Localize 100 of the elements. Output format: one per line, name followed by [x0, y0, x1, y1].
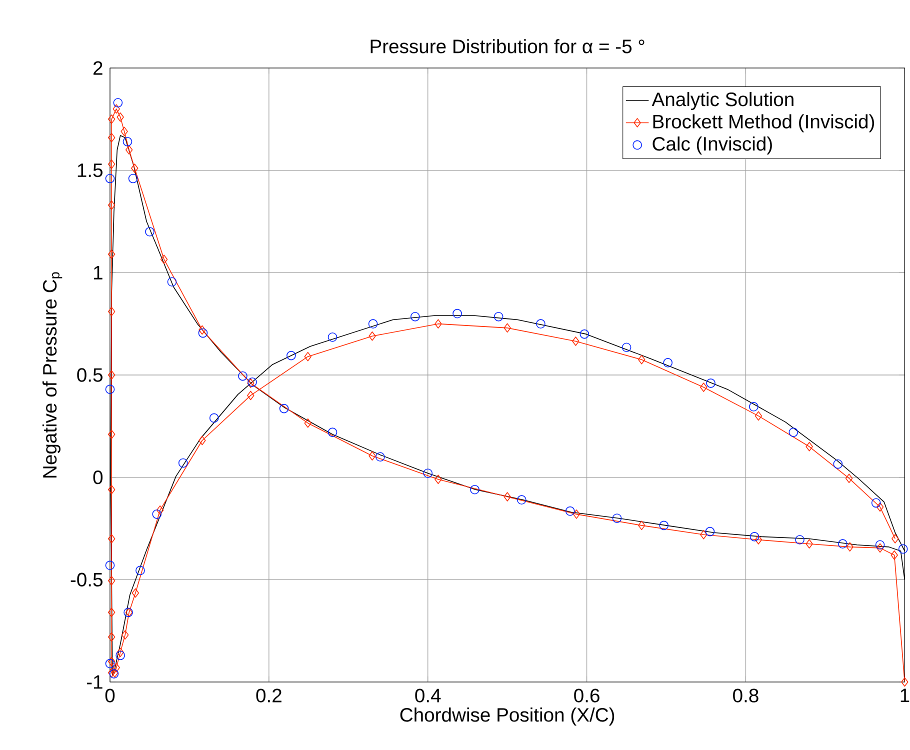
point: [705, 526, 715, 536]
point: [108, 484, 116, 494]
point: [376, 452, 385, 462]
point: [112, 104, 120, 114]
point: [108, 370, 116, 380]
point: [198, 436, 206, 446]
chart-title: Pressure Distribution for α = -5 °: [370, 39, 644, 54]
point: [286, 350, 296, 360]
point: [638, 354, 646, 364]
point: [328, 332, 338, 342]
point: [516, 495, 526, 505]
point: [846, 542, 854, 552]
point: [838, 539, 848, 549]
point: [108, 534, 116, 544]
x-tick-label: 0.4: [415, 688, 441, 702]
point: [125, 145, 133, 155]
point: [112, 663, 120, 672]
point: [116, 112, 124, 122]
point: [108, 430, 116, 440]
point: [788, 428, 798, 437]
y-tick-label: 0.5: [77, 368, 102, 382]
point: [423, 468, 433, 478]
point: [304, 418, 312, 428]
point: [108, 250, 116, 259]
legend-label: Analytic Solution: [652, 92, 794, 110]
point: [108, 306, 116, 316]
point: [108, 114, 116, 124]
point: [410, 312, 420, 322]
point: [247, 390, 254, 400]
point: [504, 492, 511, 502]
point: [247, 378, 254, 388]
point: [105, 174, 115, 184]
x-tick-label: 0.2: [256, 688, 282, 702]
point: [833, 459, 843, 469]
legend-label: Calc (Inviscid): [652, 136, 772, 155]
point: [108, 200, 116, 210]
x-tick-label: 0.6: [574, 688, 600, 702]
point: [145, 227, 154, 236]
point: [132, 588, 140, 598]
point: [120, 126, 128, 136]
point: [806, 442, 813, 452]
point: [178, 458, 188, 468]
point: [108, 632, 116, 642]
point: [434, 319, 442, 328]
point: [198, 325, 206, 335]
point: [108, 656, 116, 666]
point: [504, 323, 511, 333]
point: [901, 677, 908, 687]
point: [304, 352, 312, 362]
point: [152, 510, 162, 519]
point: [659, 520, 669, 530]
point: [700, 530, 708, 540]
point: [470, 484, 480, 494]
x-tick-label: 0: [105, 688, 115, 702]
point: [238, 371, 248, 381]
point: [845, 474, 853, 484]
point: [116, 648, 124, 657]
point: [108, 132, 116, 142]
point: [198, 328, 208, 338]
point: [113, 98, 123, 108]
point: [108, 608, 116, 618]
point: [875, 540, 885, 550]
point: [754, 411, 762, 421]
point: [806, 539, 813, 549]
point: [131, 164, 138, 173]
point: [876, 543, 884, 553]
point: [572, 510, 580, 519]
point: [105, 384, 115, 394]
point: [108, 576, 116, 586]
point: [898, 544, 908, 554]
point: [706, 378, 716, 388]
point: [368, 319, 378, 328]
y-tick-label: -1: [86, 675, 102, 689]
point: [622, 342, 632, 352]
y-tick-label: -0.5: [70, 572, 102, 587]
point: [700, 382, 708, 392]
point: [876, 502, 884, 512]
point: [368, 451, 376, 461]
point: [612, 514, 622, 523]
point: [328, 428, 338, 437]
y-tick-label: 2: [94, 61, 102, 75]
point: [209, 413, 219, 423]
legend-label: Brockett Method (Inviscid): [653, 114, 874, 132]
point: [279, 404, 289, 414]
point: [105, 560, 115, 570]
point: [136, 566, 145, 576]
point: [128, 174, 138, 184]
point: [536, 319, 546, 328]
point: [108, 668, 116, 678]
point: [122, 630, 129, 640]
x-tick-label: 0.8: [733, 688, 758, 702]
point: [167, 277, 177, 287]
point: [122, 137, 132, 146]
point: [156, 505, 164, 515]
y-tick-label: 1: [94, 266, 102, 280]
point: [434, 474, 442, 484]
point: [754, 535, 762, 544]
point: [892, 534, 899, 544]
point: [638, 520, 646, 530]
point: [368, 331, 376, 341]
